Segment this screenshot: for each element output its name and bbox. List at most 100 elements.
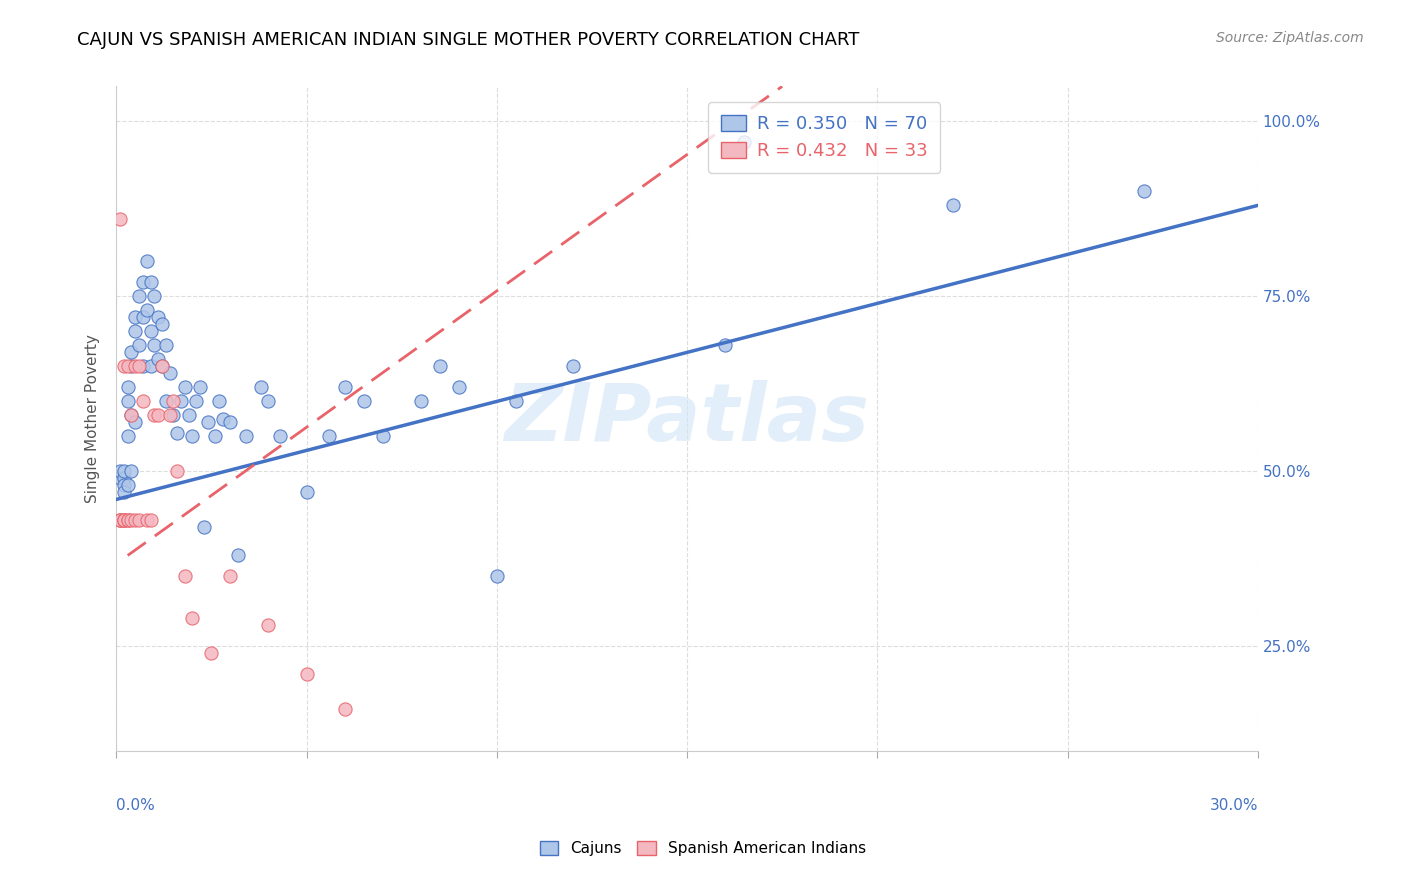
- Point: [150, 359, 173, 374]
- Point: [128, 289, 150, 303]
- Point: [429, 359, 451, 374]
- Point: [117, 380, 139, 394]
- Point: [177, 409, 200, 423]
- Point: [128, 513, 150, 527]
- Point: [208, 394, 231, 409]
- Point: [353, 394, 375, 409]
- Point: [117, 394, 139, 409]
- Point: [121, 513, 143, 527]
- Point: [250, 380, 273, 394]
- Point: [132, 394, 155, 409]
- Point: [132, 310, 155, 325]
- Point: [150, 318, 173, 332]
- Point: [146, 310, 169, 325]
- Y-axis label: Single Mother Poverty: Single Mother Poverty: [86, 334, 100, 503]
- Point: [117, 513, 139, 527]
- Point: [121, 345, 143, 359]
- Point: [132, 276, 155, 290]
- Point: [108, 513, 131, 527]
- Point: [124, 416, 146, 430]
- Point: [143, 289, 166, 303]
- Point: [121, 409, 143, 423]
- Point: [143, 409, 166, 423]
- Point: [128, 338, 150, 352]
- Point: [505, 394, 527, 409]
- Point: [181, 611, 204, 625]
- Point: [124, 359, 146, 374]
- Point: [124, 325, 146, 339]
- Point: [108, 513, 131, 527]
- Point: [112, 513, 135, 527]
- Point: [333, 380, 356, 394]
- Point: [139, 513, 162, 527]
- Point: [121, 409, 143, 423]
- Legend: Cajuns, Spanish American Indians: Cajuns, Spanish American Indians: [534, 835, 872, 862]
- Text: ZIPatlas: ZIPatlas: [505, 380, 869, 458]
- Text: 30.0%: 30.0%: [1209, 798, 1258, 813]
- Point: [124, 513, 146, 527]
- Point: [150, 359, 173, 374]
- Point: [117, 359, 139, 374]
- Point: [139, 359, 162, 374]
- Point: [132, 359, 155, 374]
- Text: 0.0%: 0.0%: [117, 798, 155, 813]
- Point: [170, 394, 193, 409]
- Point: [124, 310, 146, 325]
- Point: [112, 485, 135, 500]
- Point: [166, 465, 188, 479]
- Point: [108, 465, 131, 479]
- Point: [409, 394, 432, 409]
- Point: [295, 485, 318, 500]
- Point: [121, 359, 143, 374]
- Point: [135, 254, 157, 268]
- Point: [485, 569, 508, 583]
- Point: [186, 394, 208, 409]
- Point: [197, 416, 219, 430]
- Point: [135, 303, 157, 318]
- Point: [561, 359, 583, 374]
- Point: [121, 465, 143, 479]
- Point: [139, 276, 162, 290]
- Point: [128, 359, 150, 374]
- Point: [269, 429, 291, 443]
- Point: [108, 471, 131, 485]
- Point: [447, 380, 470, 394]
- Point: [188, 380, 211, 394]
- Point: [371, 429, 394, 443]
- Point: [143, 338, 166, 352]
- Point: [235, 429, 257, 443]
- Text: Source: ZipAtlas.com: Source: ZipAtlas.com: [1216, 31, 1364, 45]
- Point: [226, 549, 249, 563]
- Point: [257, 394, 280, 409]
- Point: [714, 338, 737, 352]
- Point: [117, 429, 139, 443]
- Point: [733, 136, 755, 150]
- Point: [193, 520, 215, 534]
- Point: [108, 212, 131, 227]
- Point: [211, 412, 233, 426]
- Point: [112, 513, 135, 527]
- Point: [146, 409, 169, 423]
- Point: [333, 702, 356, 716]
- Point: [295, 667, 318, 681]
- Point: [112, 478, 135, 492]
- Point: [155, 338, 177, 352]
- Point: [108, 513, 131, 527]
- Point: [181, 429, 204, 443]
- Point: [173, 569, 195, 583]
- Point: [219, 569, 242, 583]
- Point: [112, 471, 135, 485]
- Point: [166, 425, 188, 440]
- Point: [146, 352, 169, 367]
- Point: [942, 198, 965, 212]
- Point: [139, 325, 162, 339]
- Point: [135, 513, 157, 527]
- Point: [318, 429, 340, 443]
- Point: [117, 478, 139, 492]
- Point: [200, 647, 222, 661]
- Point: [159, 409, 181, 423]
- Point: [112, 359, 135, 374]
- Point: [204, 429, 226, 443]
- Point: [159, 367, 181, 381]
- Point: [155, 394, 177, 409]
